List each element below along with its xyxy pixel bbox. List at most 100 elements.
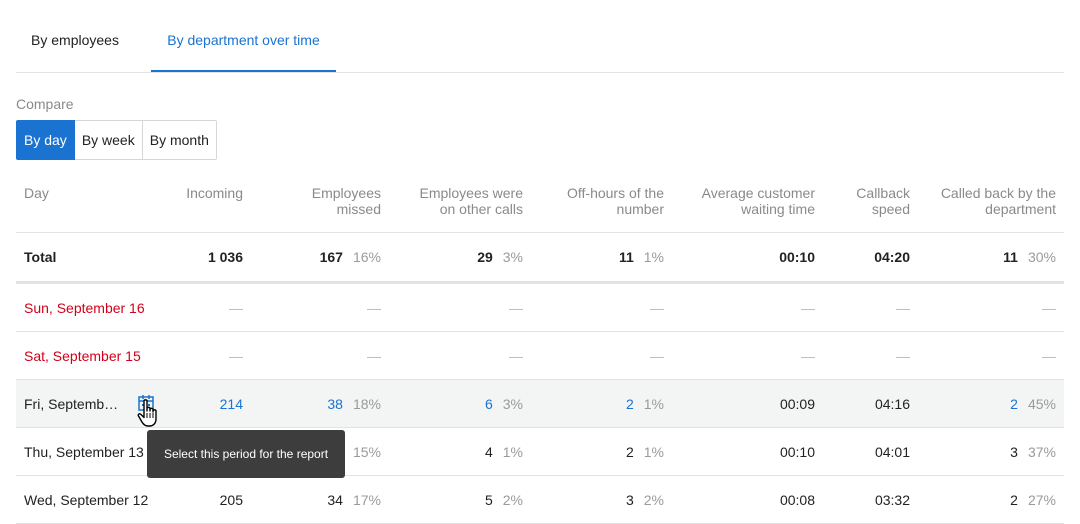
row-waiting: — <box>801 347 815 364</box>
row-off-hours-value[interactable]: 2 <box>625 395 634 412</box>
row-called-back: — <box>1042 299 1056 316</box>
compare-period-selector: By day By week By month <box>16 120 217 160</box>
row-callback-speed: 03:32 <box>874 491 910 508</box>
row-incoming: — <box>229 347 243 364</box>
row-callback-speed: 04:16 <box>874 395 910 412</box>
row-off-hours-pct: 1% <box>643 395 664 412</box>
total-missed: 167 16% <box>261 233 381 281</box>
compare-by-day-button[interactable]: By day <box>16 120 75 160</box>
header-waiting-time-text: Average customer waiting time <box>701 185 815 217</box>
row-waiting: — <box>801 299 815 316</box>
row-day: Wed, September 12 <box>24 491 149 508</box>
row-off-hours: 3 2% <box>534 476 664 523</box>
department-stats-table: Day Incoming Employees missed Employees … <box>16 178 1064 524</box>
total-called-back-pct: 30% <box>1027 249 1056 265</box>
total-called-back-value: 11 <box>1003 249 1018 265</box>
row-callback-speed: — <box>896 347 910 364</box>
row-other-calls-value[interactable]: 6 <box>484 395 493 412</box>
header-callback-speed-text: Callback speed <box>856 185 910 217</box>
header-called-back[interactable]: Called back by the department <box>916 178 1056 232</box>
row-missed-value: 34 <box>327 491 343 508</box>
header-off-hours-text: Off-hours of the number <box>566 185 664 217</box>
row-other-calls-pct: 3% <box>502 395 523 412</box>
total-waiting: 00:10 <box>779 249 815 265</box>
row-missed: — <box>367 299 381 316</box>
header-employees-missed[interactable]: Employees missed <box>261 178 381 232</box>
row-other-calls: 5 2% <box>393 476 523 523</box>
row-incoming[interactable]: 214 <box>219 395 243 412</box>
row-day: Sat, September 15 <box>24 347 141 364</box>
row-off-hours: — <box>650 299 664 316</box>
select-period-tooltip: Select this period for the report <box>147 430 345 478</box>
row-waiting: 00:09 <box>779 395 815 412</box>
table-row[interactable]: Sat, September 15 — — — — — — — <box>16 332 1064 380</box>
row-called-back-value: 3 <box>1010 443 1018 460</box>
total-off-hours-value: 11 <box>618 249 634 265</box>
row-called-back: 2 27% <box>916 476 1056 523</box>
table-row[interactable]: Fri, Septemb… 214 38 18% 6 3% 2 1% 00:09 04… <box>16 380 1064 428</box>
row-day: Fri, Septemb… <box>24 395 119 412</box>
table-row[interactable]: Sun, September 16 — — — — — — — <box>16 284 1064 332</box>
row-called-back-value[interactable]: 2 <box>1010 395 1018 412</box>
total-other-calls: 29 3% <box>393 233 523 281</box>
total-other-calls-pct: 3% <box>502 249 523 265</box>
table-row[interactable]: Wed, September 12 205 34 17% 5 2% 3 2% 00:0… <box>16 476 1064 524</box>
header-other-calls[interactable]: Employees were on other calls <box>393 178 524 232</box>
table-header: Day Incoming Employees missed Employees … <box>16 178 1064 233</box>
row-incoming: 205 <box>219 491 243 508</box>
row-day: Sun, September 16 <box>24 299 145 316</box>
row-off-hours-pct: 2% <box>643 491 664 508</box>
header-called-back-text: Called back by the department <box>940 185 1056 217</box>
total-called-back: 11 30% <box>916 233 1056 281</box>
row-other-calls: 6 3% <box>393 380 523 427</box>
total-incoming: 1 036 <box>207 249 243 265</box>
row-callback-speed: — <box>896 299 910 316</box>
row-called-back: 3 37% <box>916 428 1056 475</box>
row-called-back: 2 45% <box>916 380 1056 427</box>
compare-by-week-button[interactable]: By week <box>74 120 143 160</box>
hand-pointer-icon <box>137 399 157 427</box>
row-off-hours: 2 1% <box>534 428 664 475</box>
header-day[interactable]: Day <box>24 185 49 201</box>
row-incoming: — <box>229 299 243 316</box>
row-missed-value[interactable]: 38 <box>327 395 343 412</box>
row-other-calls-pct: 1% <box>502 443 523 460</box>
tab-by-department-over-time[interactable]: By department over time <box>151 0 336 72</box>
row-waiting: 00:10 <box>779 443 815 460</box>
row-off-hours-value: 3 <box>625 491 634 508</box>
row-off-hours-value: 2 <box>625 443 634 460</box>
row-called-back-value: 2 <box>1010 491 1018 508</box>
row-waiting: 00:08 <box>779 491 815 508</box>
row-missed-pct: 18% <box>352 395 381 412</box>
row-called-back-pct: 27% <box>1027 491 1056 508</box>
header-incoming[interactable]: Incoming <box>186 185 243 201</box>
row-day: Thu, September 13 <box>24 443 144 460</box>
row-other-calls-value: 5 <box>484 491 493 508</box>
total-callback-speed: 04:20 <box>874 249 910 265</box>
total-off-hours: 11 1% <box>534 233 664 281</box>
header-waiting-time[interactable]: Average customer waiting time <box>685 178 815 232</box>
row-other-calls: — <box>509 299 523 316</box>
total-other-calls-value: 29 <box>477 249 493 265</box>
row-missed: — <box>367 347 381 364</box>
row-missed-pct: 17% <box>352 491 381 508</box>
tab-by-employees[interactable]: By employees <box>31 32 119 48</box>
row-called-back-pct: 37% <box>1027 443 1056 460</box>
row-other-calls: — <box>509 347 523 364</box>
compare-by-month-button[interactable]: By month <box>142 120 217 160</box>
row-missed: 38 18% <box>261 380 381 427</box>
row-other-calls: 4 1% <box>393 428 523 475</box>
report-tabs: By employees By department over time <box>16 0 1064 73</box>
total-missed-value: 167 <box>319 249 343 265</box>
header-other-calls-text: Employees were on other calls <box>419 185 524 217</box>
row-off-hours: 2 1% <box>534 380 664 427</box>
total-missed-pct: 16% <box>352 249 381 265</box>
total-off-hours-pct: 1% <box>643 249 664 265</box>
header-off-hours[interactable]: Off-hours of the number <box>534 178 664 232</box>
row-called-back-pct: 45% <box>1027 395 1056 412</box>
row-off-hours-pct: 1% <box>643 443 664 460</box>
row-missed-pct: 15% <box>352 443 381 460</box>
row-other-calls-pct: 2% <box>502 491 523 508</box>
total-label: Total <box>24 249 57 265</box>
header-callback-speed[interactable]: Callback speed <box>830 178 910 232</box>
